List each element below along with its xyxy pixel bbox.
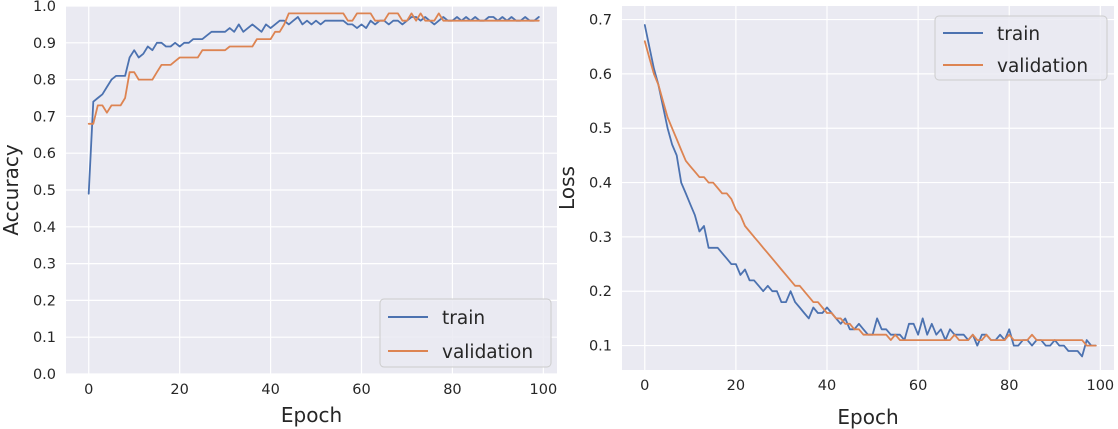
legend: train validation (934, 15, 1108, 81)
legend-label-validation: validation (442, 342, 533, 363)
y-tick-label: 0.9 (33, 36, 56, 52)
legend-label-train: train (442, 308, 485, 329)
y-tick-label: 0.6 (589, 67, 612, 83)
legend-label-validation: validation (997, 56, 1088, 77)
x-tick-label: 60 (352, 382, 370, 398)
legend: train validation (379, 298, 552, 368)
x-tick-label: 100 (530, 382, 558, 398)
x-tick-label: 40 (261, 382, 279, 398)
x-tick-label: 80 (1000, 378, 1018, 394)
y-tick-label: 0.2 (33, 293, 56, 309)
y-tick-label: 0.5 (33, 183, 56, 199)
x-tick-label: 80 (443, 382, 461, 398)
y-tick-label: 0.8 (33, 73, 56, 89)
x-tick-label: 40 (818, 378, 836, 394)
y-axis-label: Accuracy (0, 144, 23, 235)
x-tick-label: 0 (640, 378, 649, 394)
y-tick-label: 0.0 (33, 367, 56, 383)
x-tick-label: 20 (170, 382, 188, 398)
y-tick-label: 0.4 (589, 176, 612, 192)
y-tick-label: 0.7 (33, 109, 56, 125)
y-tick-label: 0.5 (589, 121, 612, 137)
x-tick-label: 20 (727, 378, 745, 394)
series-line-train (87, 16, 540, 195)
series-line-validation (87, 12, 540, 125)
x-axis-label: Epoch (837, 405, 898, 429)
series-line-validation (643, 40, 1097, 347)
y-tick-label: 0.3 (589, 230, 612, 246)
y-tick-label: 0.2 (589, 284, 612, 300)
y-tick-label: 0.1 (33, 330, 56, 346)
y-axis-label: Loss (555, 166, 579, 210)
x-tick-label: 0 (84, 382, 93, 398)
x-tick-label: 60 (909, 378, 927, 394)
x-tick-label: 100 (1086, 378, 1114, 394)
y-tick-label: 0.7 (589, 13, 612, 29)
y-tick-label: 0.1 (589, 339, 612, 355)
x-axis-label: Epoch (281, 403, 342, 427)
y-tick-label: 0.6 (33, 146, 56, 162)
y-tick-label: 0.3 (33, 257, 56, 273)
chart-panel-2: 0.1 0.2 0.3 0.4 0.5 0.6 0.7 0 20 40 60 80 100 Epoch Lo… (555, 6, 1114, 429)
legend-label-train: train (997, 24, 1040, 45)
chart-panel-1: 0.0 0.1 0.2 0.3 0.4 0.5 0.6 0.7 0.8 0.9 1.0 0 20 40 60… (0, 0, 557, 427)
y-tick-label: 0.4 (33, 220, 56, 236)
y-tick-label: 1.0 (33, 0, 56, 15)
